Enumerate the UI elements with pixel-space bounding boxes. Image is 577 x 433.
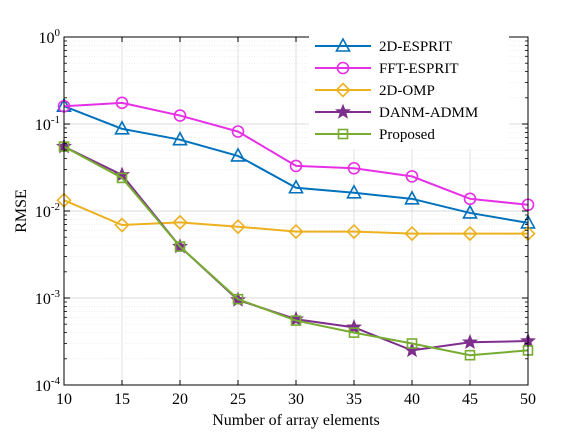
marker-circle — [347, 161, 361, 175]
series-line — [63, 199, 528, 235]
marker-square — [406, 338, 418, 349]
marker-triangle — [404, 190, 420, 205]
y-axis-label: RMSE — [13, 189, 30, 233]
legend-item: 2D-ESPRIT — [315, 37, 452, 55]
x-tick-label: 40 — [404, 391, 420, 408]
marker-square — [116, 172, 128, 184]
marker-diamond — [346, 223, 362, 240]
legend: 2D-ESPRIT FFT-ESPRIT 2D-OMP DANM-ADMM Propos… — [309, 33, 509, 149]
x-tick-label: 30 — [288, 391, 304, 408]
marker-star — [346, 318, 362, 335]
x-tick-label: 45 — [462, 391, 478, 408]
legend-item: Proposed — [315, 127, 435, 143]
y-tick-exponent: -3 — [51, 288, 61, 300]
marker-circle — [173, 109, 187, 122]
marker-square — [232, 293, 244, 305]
y-tick-label: 10-2 — [35, 201, 60, 221]
y-tick-label: 100 — [39, 27, 61, 47]
series-layer — [56, 96, 536, 361]
marker-circle — [231, 125, 245, 138]
marker-triangle — [230, 147, 246, 162]
marker-square — [337, 128, 349, 140]
marker-diamond — [230, 219, 246, 235]
series-2d-omp — [56, 192, 536, 242]
x-tick-label: 25 — [230, 391, 246, 408]
x-tick-label: 15 — [114, 391, 130, 408]
marker-triangle — [462, 204, 478, 219]
x-tick-label: 50 — [520, 391, 536, 408]
y-tick-exponent: -1 — [51, 114, 60, 126]
marker-triangle — [335, 37, 351, 52]
y-tick-exponent: -4 — [51, 375, 61, 387]
x-tick-label: 35 — [346, 391, 362, 408]
marker-square — [174, 241, 186, 252]
legend-label: Proposed — [379, 127, 435, 143]
marker-square — [464, 349, 476, 361]
x-tick-label: 10 — [56, 391, 72, 408]
marker-circle — [336, 61, 350, 75]
marker-diamond — [172, 214, 188, 231]
marker-diamond — [288, 223, 304, 240]
x-tick-label: 20 — [172, 391, 188, 408]
marker-circle — [115, 96, 129, 110]
legend-item: 2D-OMP — [315, 82, 435, 99]
series-line — [63, 105, 529, 224]
marker-diamond — [462, 225, 478, 242]
y-tick-label: 10-1 — [35, 114, 60, 134]
marker-diamond — [404, 225, 420, 242]
series-line — [63, 101, 529, 206]
legend-label: FFT-ESPRIT — [379, 61, 458, 77]
marker-triangle — [172, 131, 188, 146]
legend-label: 2D-OMP — [379, 83, 435, 99]
marker-star — [462, 333, 478, 350]
marker-circle — [463, 192, 477, 206]
x-axis-label: Number of array elements — [212, 412, 379, 429]
y-tick-exponent: -2 — [51, 201, 60, 213]
y-tick-exponent: 0 — [55, 27, 61, 39]
legend-item: DANM-ADMM — [315, 103, 478, 121]
legend-label: 2D-ESPRIT — [379, 39, 452, 55]
legend-label: DANM-ADMM — [379, 105, 478, 121]
marker-square — [348, 327, 360, 338]
y-tick-label: 10-3 — [35, 288, 61, 308]
marker-diamond — [114, 217, 130, 233]
marker-triangle — [288, 179, 304, 194]
marker-circle — [289, 159, 303, 173]
marker-triangle — [114, 120, 130, 135]
marker-square — [290, 315, 302, 326]
marker-triangle — [346, 184, 362, 199]
series-line — [63, 145, 529, 357]
series-2d-esprit — [56, 97, 536, 229]
marker-star — [335, 103, 351, 119]
marker-circle — [405, 170, 419, 183]
legend-item: FFT-ESPRIT — [315, 61, 458, 77]
marker-diamond — [335, 82, 351, 98]
